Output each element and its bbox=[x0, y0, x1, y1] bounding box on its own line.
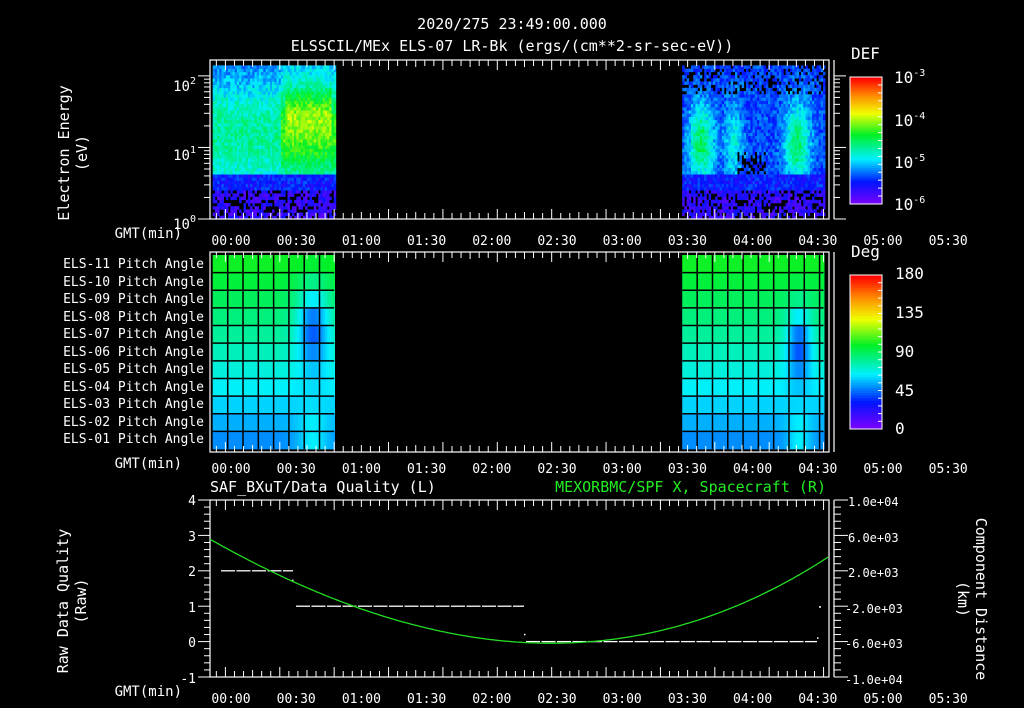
x-tick-label: 02:00 bbox=[472, 462, 512, 477]
panel3-ylabel-left: Raw Data Quality (Raw) bbox=[54, 528, 90, 674]
pitch-angle-row-label: ELS-09 Pitch Angle bbox=[63, 292, 204, 307]
panel3-ytick-right: 6.0e+03 bbox=[848, 530, 899, 545]
x-tick-label: 00:00 bbox=[211, 234, 251, 249]
x-tick-label: 02:30 bbox=[537, 462, 577, 477]
pitch-angle-row-label: ELS-04 Pitch Angle bbox=[63, 379, 204, 395]
spacecraft-x-series bbox=[209, 538, 829, 644]
x-tick-label: 04:00 bbox=[733, 462, 773, 477]
panel3-ytick-left: 4 bbox=[188, 494, 196, 509]
panel3-ylabel-right: Component Distance (km) bbox=[954, 517, 990, 681]
pitch-angle-row-label: ELS-08 Pitch Angle bbox=[63, 309, 204, 325]
panel3-ytick-right: -1.0e+04 bbox=[845, 672, 903, 687]
x-tick-label: 04:00 bbox=[733, 234, 773, 249]
x-tick-label: 05:00 bbox=[863, 692, 903, 707]
x-tick-label: 05:30 bbox=[928, 462, 968, 477]
x-tick-label: 01:30 bbox=[407, 462, 447, 477]
panel3-ytick-right: 2.0e+03 bbox=[848, 566, 899, 580]
x-tick-label: 04:30 bbox=[798, 692, 838, 707]
x-tick-label: 01:30 bbox=[407, 692, 447, 707]
panel3-ytick-left: 2 bbox=[188, 565, 196, 580]
pitch-angle-row-label: ELS-10 Pitch Angle bbox=[63, 274, 204, 290]
x-tick-label: 04:30 bbox=[798, 462, 838, 477]
colorbar1-tick: 10-5 bbox=[894, 153, 926, 172]
x-tick-label: 00:00 bbox=[211, 462, 251, 477]
x-tick-label: 02:00 bbox=[472, 234, 512, 249]
pitch-axes bbox=[209, 251, 835, 453]
plot-title: ELSSCIL/MEx ELS-07 LR-Bk (ergs/(cm**2-sr… bbox=[290, 37, 734, 55]
panel2-xlabel: GMT(min) bbox=[114, 456, 182, 472]
pitch-angle-row-label: ELS-03 Pitch Angle bbox=[63, 397, 204, 412]
panel1-ytick-1: 100 bbox=[173, 214, 196, 233]
x-tick-label: 05:00 bbox=[863, 462, 903, 477]
x-tick-label: 02:30 bbox=[537, 234, 577, 249]
panel1-ytick-100: 102 bbox=[173, 76, 196, 95]
colorbar2-tick: 90 bbox=[895, 342, 915, 361]
x-tick-label: 03:30 bbox=[667, 462, 707, 477]
pitch-angle-row-label: ELS-05 Pitch Angle bbox=[63, 362, 204, 377]
x-tick-label: 04:00 bbox=[733, 692, 773, 707]
panel3-ytick-left: 1 bbox=[188, 600, 196, 616]
energy-spectrogram bbox=[212, 65, 826, 220]
x-tick-label: 00:30 bbox=[276, 692, 316, 707]
colorbar2-tick: 0 bbox=[895, 419, 905, 438]
panel1-ytick-10: 101 bbox=[173, 145, 196, 164]
def-colorbar bbox=[849, 76, 883, 205]
panel3-title-right: MEXORBMC/SPF X, Spacecraft (R) bbox=[555, 478, 826, 496]
pitch-angle-row-label: ELS-06 Pitch Angle bbox=[63, 344, 204, 360]
colorbar2-tick: 180 bbox=[895, 264, 924, 283]
quality-series bbox=[221, 570, 821, 643]
colorbar1-title: DEF bbox=[851, 44, 880, 63]
pitch-angle-row-label: ELS-02 Pitch Angle bbox=[63, 414, 204, 430]
timestamp: 2020/275 23:49:00.000 bbox=[417, 15, 607, 33]
x-tick-label: 04:30 bbox=[798, 234, 838, 249]
pitch-angle-grid bbox=[212, 255, 825, 450]
colorbar2-title: Deg bbox=[851, 242, 880, 261]
x-tick-label: 03:30 bbox=[667, 234, 707, 249]
panel3-title-left: SAF_BXuT/Data Quality (L) bbox=[210, 478, 436, 496]
degree-colorbar bbox=[849, 274, 883, 430]
panel3-ytick-left: -1 bbox=[180, 671, 196, 687]
panel1-xlabel: GMT(min) bbox=[114, 226, 182, 242]
panel1-ylabel: Electron Energy (eV) bbox=[55, 85, 91, 221]
x-tick-label: 05:30 bbox=[928, 692, 968, 707]
x-tick-label: 05:00 bbox=[863, 234, 903, 249]
panel3-ytick-right: -2.0e+03 bbox=[845, 601, 903, 616]
x-tick-label: 00:30 bbox=[276, 234, 316, 249]
x-tick-label: 05:30 bbox=[928, 234, 968, 249]
x-tick-label: 00:00 bbox=[211, 692, 251, 707]
energy-axes bbox=[198, 59, 846, 220]
x-tick-label: 01:00 bbox=[341, 692, 381, 707]
colorbar2-tick: 135 bbox=[895, 303, 924, 322]
colorbar2-tick: 45 bbox=[895, 381, 915, 400]
panel3-ytick-left: 0 bbox=[188, 636, 196, 651]
panel3-ytick-right: -6.0e+03 bbox=[845, 637, 903, 651]
x-tick-label: 03:30 bbox=[667, 692, 707, 707]
colorbar1-tick: 10-4 bbox=[894, 111, 926, 130]
x-tick-label: 01:00 bbox=[341, 234, 381, 249]
panel3-ytick-right: 1.0e+04 bbox=[848, 495, 899, 509]
x-tick-label: 01:30 bbox=[407, 234, 447, 249]
x-tick-label: 03:00 bbox=[602, 234, 642, 249]
x-tick-label: 02:00 bbox=[472, 692, 512, 707]
colorbar1-tick: 10-6 bbox=[894, 195, 926, 214]
panel3-xlabel: GMT(min) bbox=[114, 684, 182, 700]
pitch-angle-row-label: ELS-11 Pitch Angle bbox=[63, 257, 204, 272]
quality-axes bbox=[198, 499, 848, 678]
panel3-ytick-left: 3 bbox=[188, 529, 196, 545]
x-tick-label: 03:00 bbox=[602, 462, 642, 477]
x-tick-label: 02:30 bbox=[537, 692, 577, 707]
x-tick-label: 00:30 bbox=[276, 462, 316, 477]
pitch-angle-row-label: ELS-07 Pitch Angle bbox=[63, 327, 204, 342]
colorbar1-tick: 10-3 bbox=[894, 68, 926, 87]
pitch-angle-row-label: ELS-01 Pitch Angle bbox=[63, 432, 204, 447]
x-tick-label: 01:00 bbox=[341, 462, 381, 477]
x-tick-label: 03:00 bbox=[602, 692, 642, 707]
